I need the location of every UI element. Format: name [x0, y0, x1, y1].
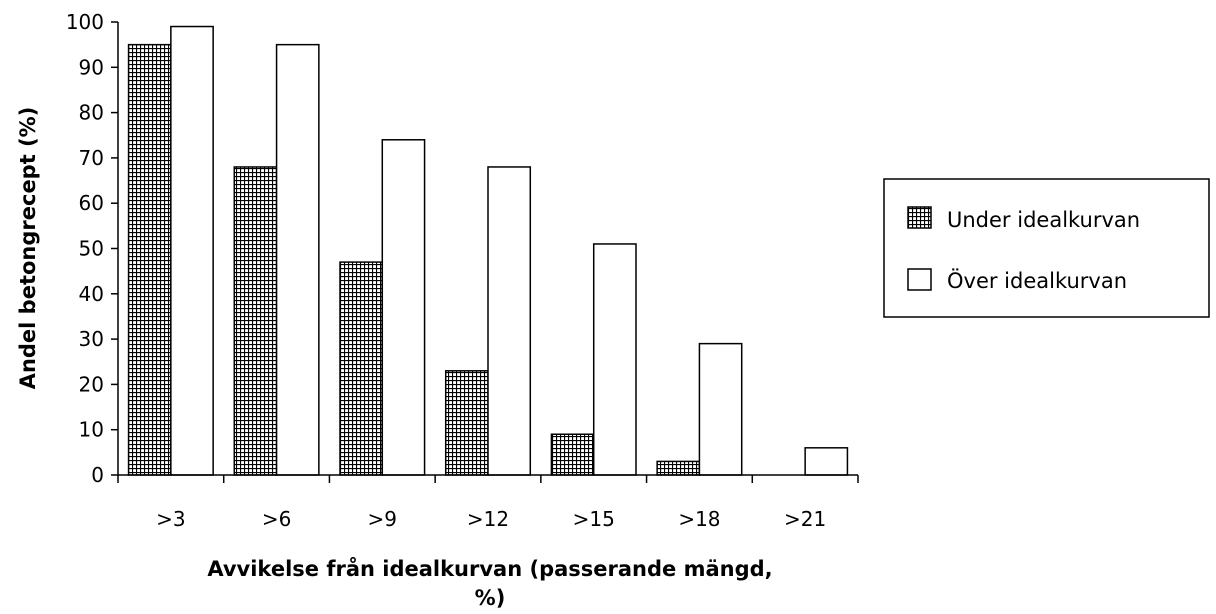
y-tick-label: 90 — [79, 55, 104, 79]
bar-under — [339, 261, 384, 476]
x-tick-label: >6 — [262, 507, 291, 531]
bar-over — [275, 43, 320, 476]
bar-over — [804, 447, 849, 476]
legend-label-under: Under idealkurvan — [947, 208, 1140, 232]
legend-swatch-under — [907, 206, 932, 229]
bar-under — [550, 433, 595, 476]
legend-swatch-over — [907, 268, 932, 291]
y-tick-label: 10 — [79, 418, 104, 442]
x-axis-title-line1: Avvikelse från idealkurvan (passerande m… — [207, 556, 772, 581]
y-tick-label: 80 — [79, 101, 104, 125]
legend: Under idealkurvan Över idealkurvan — [883, 178, 1210, 318]
x-tick-label: >3 — [156, 507, 185, 531]
bar-over — [698, 342, 743, 476]
legend-box — [883, 178, 1210, 318]
y-tick-label: 60 — [79, 191, 104, 215]
bar-under — [444, 370, 489, 476]
y-tick-label: 70 — [79, 146, 104, 170]
legend-label-over: Över idealkurvan — [947, 268, 1127, 293]
bar-over — [592, 243, 637, 476]
y-axis-title: Andel betongrecept (%) — [16, 107, 40, 390]
x-tick-label: >15 — [573, 507, 615, 531]
y-tick-label: 100 — [66, 10, 104, 34]
x-tick-label: >18 — [678, 507, 720, 531]
bar-over — [381, 139, 426, 476]
x-axis-ticks: >3 >6 >9 >12 >15 >18 >21 — [117, 475, 859, 531]
x-tick-label: >21 — [784, 507, 826, 531]
y-tick-label: 20 — [79, 372, 104, 396]
y-axis-ticks: 0 10 20 30 40 50 60 70 80 90 100 — [66, 10, 118, 487]
plot-area — [127, 25, 849, 476]
x-axis-title-line2: %) — [475, 586, 506, 610]
y-tick-label: 50 — [79, 237, 104, 261]
bar-over — [487, 166, 532, 476]
x-tick-label: >9 — [368, 507, 397, 531]
bar-over — [170, 25, 214, 476]
y-tick-label: 40 — [79, 282, 104, 306]
bar-under — [233, 166, 278, 476]
y-tick-label: 0 — [91, 463, 104, 487]
bar-under — [656, 460, 701, 476]
x-tick-label: >12 — [467, 507, 509, 531]
y-tick-label: 30 — [79, 327, 104, 351]
bar-under — [127, 43, 172, 476]
